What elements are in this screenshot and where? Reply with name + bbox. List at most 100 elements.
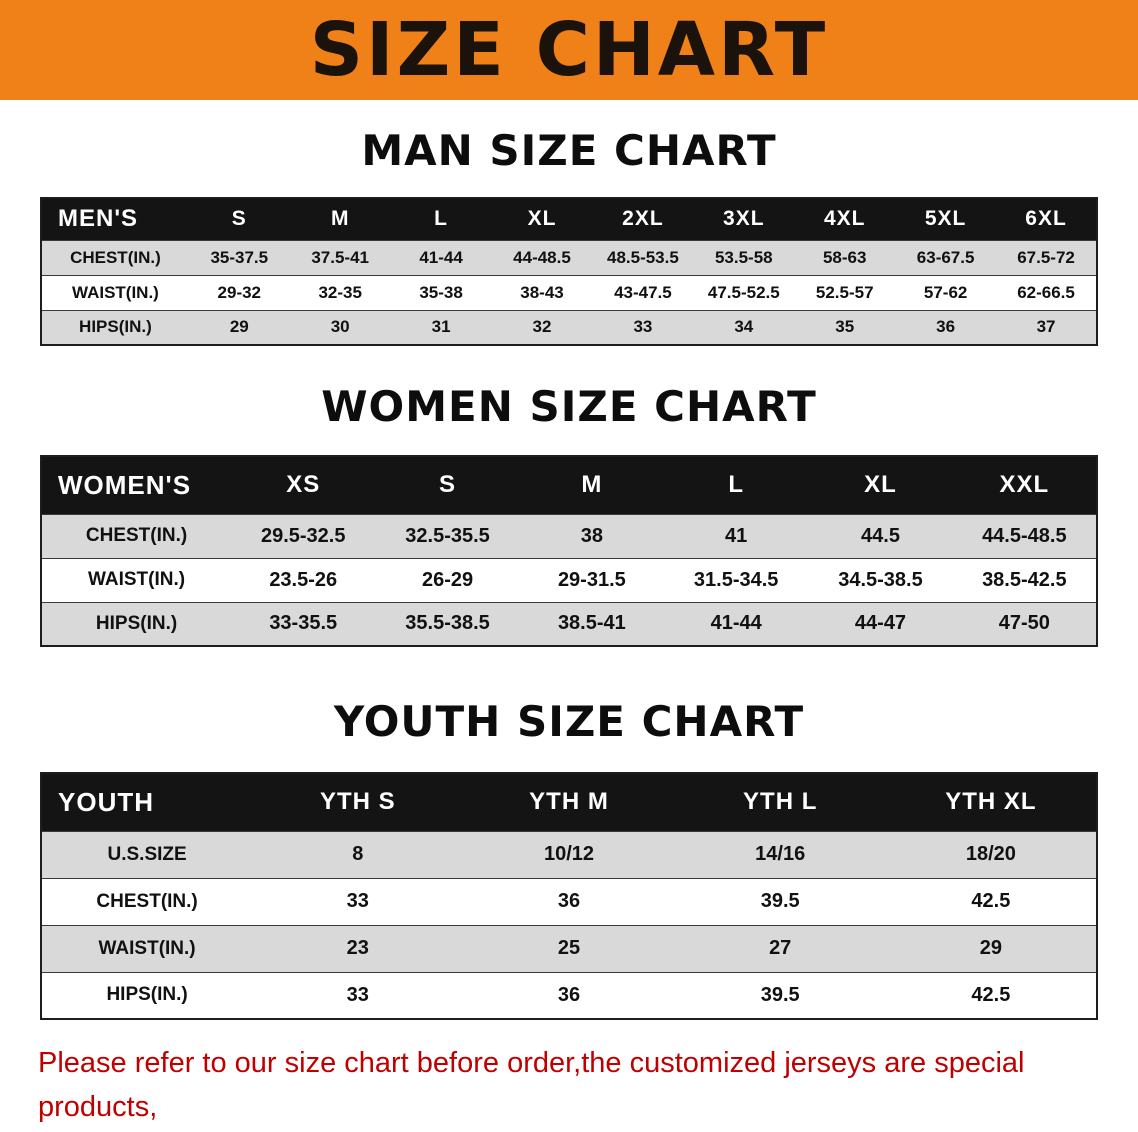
size-value-cell: 10/12 xyxy=(463,830,675,879)
size-value-cell: 32 xyxy=(491,309,593,346)
size-value-cell: 47.5-52.5 xyxy=(693,274,795,311)
size-value-cell: 67.5-72 xyxy=(996,239,1097,276)
row-label-cell: CHEST(IN.) xyxy=(41,239,189,276)
size-value-cell: 26-29 xyxy=(375,557,520,603)
size-header-cell: XS xyxy=(231,455,376,515)
row-label-cell: HIPS(IN.) xyxy=(41,309,189,346)
size-value-cell: 53.5-58 xyxy=(693,239,795,276)
disclaimer-text: Please refer to our size chart before or… xyxy=(0,1042,1138,1132)
row-label-cell: WAIST(IN.) xyxy=(41,924,253,973)
size-value-cell: 41-44 xyxy=(664,601,809,647)
size-value-cell: 38 xyxy=(519,513,665,559)
size-value-cell: 44-48.5 xyxy=(491,239,593,276)
size-value-cell: 35.5-38.5 xyxy=(375,601,520,647)
size-value-cell: 35-38 xyxy=(390,274,492,311)
row-label-cell: CHEST(IN.) xyxy=(41,877,253,926)
table-title-cell: MEN'S xyxy=(41,197,189,241)
size-header-cell: 5XL xyxy=(895,197,997,241)
size-value-cell: 38.5-42.5 xyxy=(952,557,1097,603)
size-value-cell: 34 xyxy=(693,309,795,346)
row-label-cell: WAIST(IN.) xyxy=(41,557,232,603)
size-value-cell: 39.5 xyxy=(674,877,886,926)
size-header-cell: XL xyxy=(491,197,593,241)
row-label-cell: CHEST(IN.) xyxy=(41,513,232,559)
size-header-cell: YTH S xyxy=(252,772,464,832)
table-row: CHEST(IN.) 29.5-32.5 32.5-35.5 38 41 44.5 44.5… xyxy=(41,513,1097,559)
size-value-cell: 42.5 xyxy=(885,971,1097,1020)
size-header-cell: XXL xyxy=(952,455,1097,515)
size-value-cell: 18/20 xyxy=(885,830,1097,879)
size-value-cell: 23 xyxy=(252,924,464,973)
size-value-cell: 32.5-35.5 xyxy=(375,513,520,559)
size-value-cell: 8 xyxy=(252,830,464,879)
size-value-cell: 41-44 xyxy=(390,239,492,276)
table-row: CHEST(IN.) 35-37.5 37.5-41 41-44 44-48.5 48.5… xyxy=(41,239,1097,276)
size-value-cell: 30 xyxy=(289,309,391,346)
size-value-cell: 33 xyxy=(252,877,464,926)
table-row: HIPS(IN.) 33 36 39.5 42.5 xyxy=(41,971,1097,1020)
size-value-cell: 23.5-26 xyxy=(231,557,376,603)
row-label-cell: U.S.SIZE xyxy=(41,830,253,879)
size-header-cell: YTH L xyxy=(674,772,886,832)
table-header-row: WOMEN'S XS S M L XL XXL xyxy=(41,455,1097,515)
size-value-cell: 29-32 xyxy=(188,274,290,311)
size-value-cell: 41 xyxy=(664,513,809,559)
size-value-cell: 29 xyxy=(885,924,1097,973)
size-value-cell: 58-63 xyxy=(794,239,896,276)
size-value-cell: 36 xyxy=(463,877,675,926)
size-value-cell: 14/16 xyxy=(674,830,886,879)
size-value-cell: 52.5-57 xyxy=(794,274,896,311)
size-value-cell: 38.5-41 xyxy=(519,601,665,647)
size-value-cell: 33 xyxy=(592,309,694,346)
women-size-chart-heading: WOMEN SIZE CHART xyxy=(321,382,817,431)
size-header-cell: S xyxy=(375,455,520,515)
size-header-cell: 2XL xyxy=(592,197,694,241)
size-value-cell: 35-37.5 xyxy=(188,239,290,276)
size-header-cell: L xyxy=(390,197,492,241)
size-header-cell: 6XL xyxy=(996,197,1097,241)
size-value-cell: 62-66.5 xyxy=(996,274,1097,311)
size-header-cell: M xyxy=(289,197,391,241)
size-value-cell: 29 xyxy=(188,309,290,346)
size-value-cell: 25 xyxy=(463,924,675,973)
size-value-cell: 37.5-41 xyxy=(289,239,391,276)
size-value-cell: 33 xyxy=(252,971,464,1020)
size-header-cell: 4XL xyxy=(794,197,896,241)
size-value-cell: 39.5 xyxy=(674,971,886,1020)
size-value-cell: 31 xyxy=(390,309,492,346)
table-row: CHEST(IN.) 33 36 39.5 42.5 xyxy=(41,877,1097,926)
size-chart-banner: SIZE CHART xyxy=(0,0,1138,100)
row-label-cell: WAIST(IN.) xyxy=(41,274,189,311)
size-value-cell: 44-47 xyxy=(808,601,953,647)
women-size-table: WOMEN'S XS S M L XL XXL CHEST(IN.) 29.5-32.5 32.5… xyxy=(40,455,1098,647)
row-label-cell: HIPS(IN.) xyxy=(41,971,253,1020)
banner-title: SIZE CHART xyxy=(309,7,829,93)
table-row: WAIST(IN.) 29-32 32-35 35-38 38-43 43-47.5 47.… xyxy=(41,274,1097,311)
size-value-cell: 29.5-32.5 xyxy=(231,513,376,559)
size-value-cell: 36 xyxy=(463,971,675,1020)
size-value-cell: 44.5 xyxy=(808,513,953,559)
table-row: HIPS(IN.) 29 30 31 32 33 34 35 36 37 xyxy=(41,309,1097,346)
size-header-cell: YTH XL xyxy=(885,772,1097,832)
size-value-cell: 57-62 xyxy=(895,274,997,311)
size-value-cell: 27 xyxy=(674,924,886,973)
size-value-cell: 34.5-38.5 xyxy=(808,557,953,603)
size-value-cell: 32-35 xyxy=(289,274,391,311)
size-value-cell: 29-31.5 xyxy=(519,557,665,603)
size-value-cell: 48.5-53.5 xyxy=(592,239,694,276)
men-size-table: MEN'S S M L XL 2XL 3XL 4XL 5XL 6XL CHEST(IN.) 35-37… xyxy=(40,197,1098,346)
size-value-cell: 63-67.5 xyxy=(895,239,997,276)
youth-size-chart-heading: YOUTH SIZE CHART xyxy=(333,697,805,746)
size-value-cell: 38-43 xyxy=(491,274,593,311)
table-header-row: YOUTH YTH S YTH M YTH L YTH XL xyxy=(41,772,1097,832)
row-label-cell: HIPS(IN.) xyxy=(41,601,232,647)
size-value-cell: 47-50 xyxy=(952,601,1097,647)
size-value-cell: 42.5 xyxy=(885,877,1097,926)
size-header-cell: 3XL xyxy=(693,197,795,241)
size-value-cell: 37 xyxy=(996,309,1097,346)
man-size-chart-heading: MAN SIZE CHART xyxy=(361,126,777,175)
table-row: HIPS(IN.) 33-35.5 35.5-38.5 38.5-41 41-44 44-… xyxy=(41,601,1097,647)
size-header-cell: M xyxy=(519,455,665,515)
table-row: WAIST(IN.) 23.5-26 26-29 29-31.5 31.5-34.5 34… xyxy=(41,557,1097,603)
